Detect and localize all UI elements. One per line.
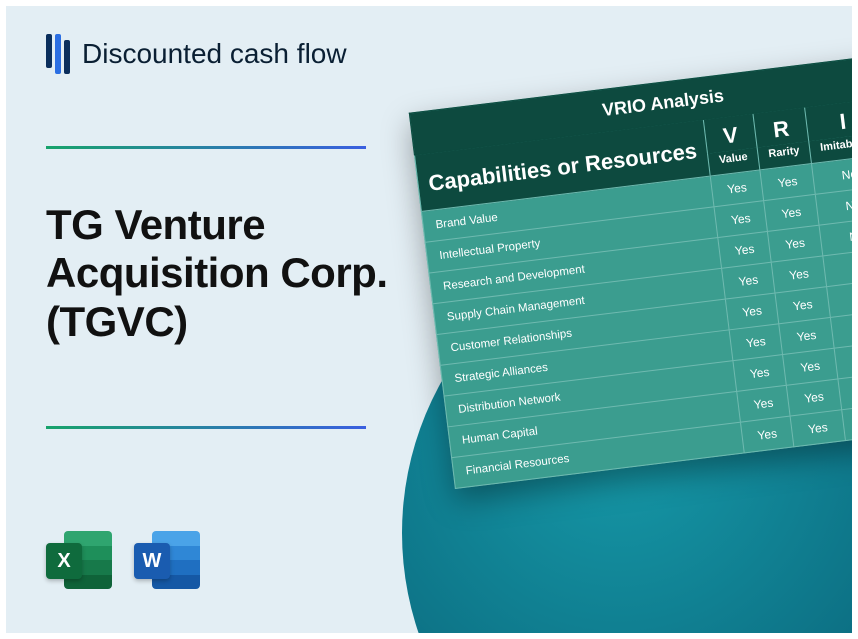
word-badge: W: [134, 543, 170, 579]
logo-bars-icon: [46, 34, 70, 74]
vrio-table: VRIO Analysis Capabilities or Resources …: [409, 51, 852, 489]
excel-icon: X: [46, 527, 112, 593]
cell: Yes: [741, 416, 794, 453]
excel-badge: X: [46, 543, 82, 579]
cell: Yes: [790, 410, 846, 447]
vrio-table-wrap: VRIO Analysis Capabilities or Resources …: [409, 51, 852, 489]
divider-bottom: [46, 426, 366, 429]
app-icons: X W: [46, 527, 200, 593]
logo-text: Discounted cash flow: [82, 38, 347, 70]
divider-top: [46, 146, 366, 149]
page-title: TG Venture Acquisition Corp. (TGVC): [46, 201, 426, 346]
word-icon: W: [134, 527, 200, 593]
promo-card: Discounted cash flow TG Venture Acquisit…: [6, 6, 852, 633]
brand-logo: Discounted cash flow: [46, 34, 347, 74]
